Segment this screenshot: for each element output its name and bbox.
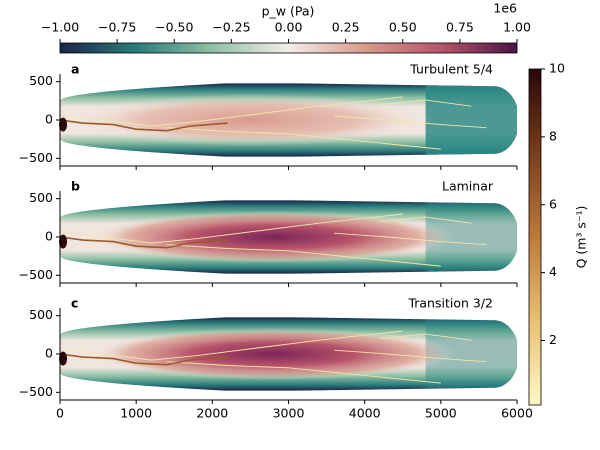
y-tick-label: 0 <box>45 112 53 127</box>
pressure-tick-label: 0.25 <box>332 20 360 35</box>
x-tick-label: 2000 <box>196 406 228 421</box>
channel <box>334 232 487 246</box>
channel <box>379 333 472 341</box>
panel-title: Transition 3/2 <box>407 296 493 311</box>
y-tick-label: 500 <box>29 190 53 205</box>
channel <box>166 244 441 267</box>
field-core <box>67 93 434 147</box>
panel-title: Turbulent 5/4 <box>409 62 493 77</box>
outlet <box>59 234 68 249</box>
field-body <box>60 317 517 391</box>
main-channel <box>60 119 228 132</box>
pressure-label: p_w (Pa) <box>262 4 315 19</box>
channel <box>379 99 472 107</box>
channel <box>60 96 403 127</box>
field-body <box>60 83 517 157</box>
pressure-tick-label: −0.75 <box>98 20 136 35</box>
field-core <box>90 327 457 381</box>
x-tick-label: 0 <box>56 406 64 421</box>
channel <box>166 361 441 384</box>
discharge-colorbar <box>528 68 542 406</box>
y-tick-label: −500 <box>19 384 53 399</box>
pressure-tick-label: 0.50 <box>389 20 417 35</box>
y-tick-label: 0 <box>45 229 53 244</box>
channel <box>379 216 472 224</box>
outlet <box>59 117 68 132</box>
x-tick-label: 4000 <box>349 406 381 421</box>
pressure-tick-label: −0.50 <box>155 20 193 35</box>
y-tick-label: −500 <box>19 150 53 165</box>
x-tick-label: 5000 <box>425 406 457 421</box>
pressure-tick-label: 1.00 <box>503 20 531 35</box>
pressure-tick-label: −0.25 <box>212 20 250 35</box>
main-channel <box>60 236 228 249</box>
panel-label: a <box>71 62 79 77</box>
panel-label: c <box>71 296 78 311</box>
pressure-tick-label: 0.75 <box>446 20 474 35</box>
panel-label: b <box>71 179 80 194</box>
pressure-tick-label: 0.00 <box>275 20 303 35</box>
discharge-tick-label: 10 <box>549 61 565 76</box>
channel <box>334 115 487 129</box>
discharge-tick-label: 8 <box>549 128 557 143</box>
discharge-tick-label: 4 <box>549 264 557 279</box>
field <box>59 83 517 157</box>
channel <box>60 213 403 244</box>
offset-label: 1e6 <box>493 1 517 16</box>
field-body <box>60 200 517 274</box>
y-tick-label: −500 <box>19 267 53 282</box>
field <box>59 317 517 391</box>
y-tick-label: 0 <box>45 346 53 361</box>
discharge-tick-label: 2 <box>549 332 557 347</box>
outlet <box>59 351 68 366</box>
discharge-tick-label: 6 <box>549 196 557 211</box>
field <box>59 200 517 274</box>
x-tick-label: 6000 <box>501 406 533 421</box>
channel <box>334 349 487 363</box>
pressure-colorbar <box>59 42 518 54</box>
panel-title: Laminar <box>442 179 494 194</box>
x-tick-label: 3000 <box>273 406 305 421</box>
field-core <box>90 210 457 264</box>
channel <box>166 127 441 150</box>
x-tick-label: 1000 <box>120 406 152 421</box>
main-channel <box>60 353 228 366</box>
pressure-tick-label: −1.00 <box>41 20 79 35</box>
discharge-label: Q (m³ s⁻¹) <box>574 206 589 269</box>
y-tick-label: 500 <box>29 73 53 88</box>
field-tail <box>425 83 517 157</box>
channel <box>60 330 403 361</box>
y-tick-label: 500 <box>29 307 53 322</box>
